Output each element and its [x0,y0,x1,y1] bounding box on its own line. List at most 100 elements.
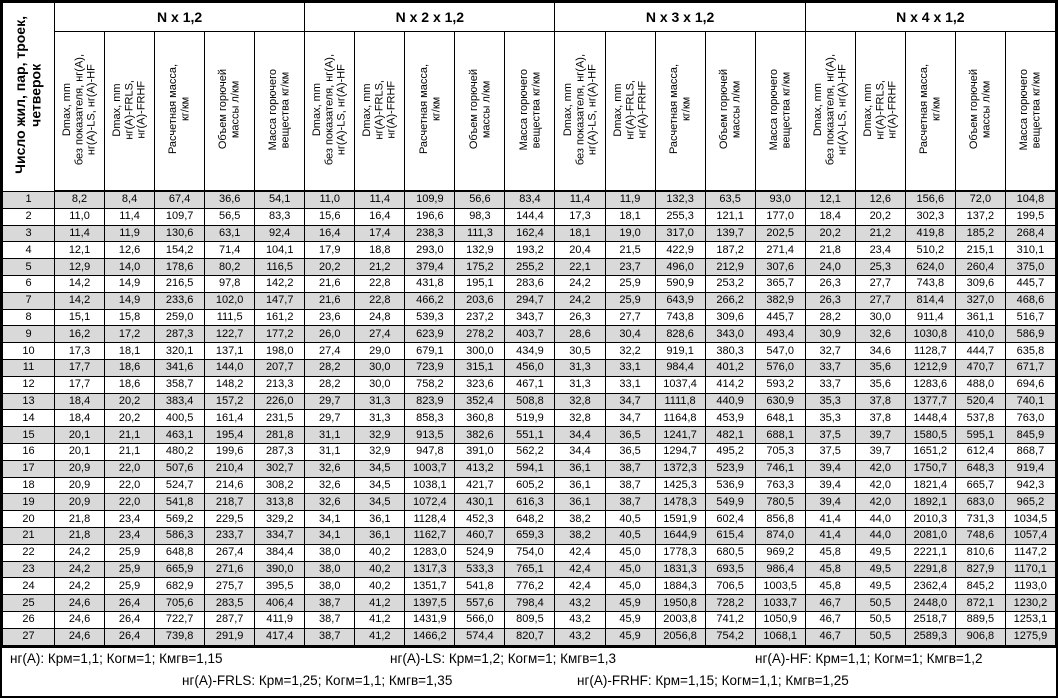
cell: 294,7 [504,291,556,310]
cell: 495,2 [704,442,756,461]
cell: 271,6 [204,560,256,579]
cell: 26,4 [104,627,156,646]
cell: 508,8 [504,392,556,411]
cell: 323,6 [454,375,506,394]
cell: 889,5 [954,610,1006,629]
cell: 21,8 [53,526,106,545]
table-row: 18 20,9 22,0 524,7 214,6 308,2 32,6 34,5 1038,1 4… [2,476,1057,495]
cell: 1170,1 [1004,560,1057,579]
cell: 22,8 [354,274,406,293]
cell: 199,5 [1004,207,1057,226]
cell: 238,3 [404,224,456,243]
cell: 35,3 [804,392,856,411]
cell: 45,9 [604,610,656,629]
cell: 352,4 [454,392,506,411]
cell: 382,9 [754,291,806,310]
table-row: 27 24,6 26,4 739,8 291,9 417,4 38,7 41,2 1466,2 5… [2,627,1057,646]
cell: 23,7 [604,258,656,276]
cell: 313,8 [254,493,306,512]
cell: 569,2 [154,510,206,528]
cell: 379,4 [404,258,456,276]
cell: 226,0 [254,392,306,411]
cell: 15,1 [53,308,106,327]
cell: 267,4 [204,543,256,562]
row-number: 20 [2,510,55,528]
cell: 21,8 [53,510,106,528]
cell: 466,2 [404,291,456,310]
cell: 92,4 [254,224,306,243]
cell: 17,7 [53,358,106,377]
cell: 11,0 [53,207,106,226]
column-header-label: Объем горючей массы л/км [217,69,242,150]
cell: 763,0 [1004,409,1057,428]
cell: 1147,2 [1004,543,1057,562]
column-header-g4-5: Масса горючего вещества кг/км [1004,31,1057,192]
cell: 185,2 [954,224,1006,243]
cell: 16,4 [304,224,356,243]
cell: 1448,4 [904,409,956,428]
cell: 302,3 [904,207,956,226]
cell: 26,4 [104,610,156,629]
cell: 913,5 [404,426,456,444]
table-row: 20 21,8 23,4 569,2 229,5 329,2 34,1 36,1 1128,4 4… [2,510,1057,528]
cell: 21,1 [104,426,156,444]
cell: 320,1 [154,342,206,360]
cell: 11,9 [604,190,656,209]
cell: 175,2 [454,258,506,276]
cell: 26,3 [804,291,856,310]
cell: 34,1 [304,510,356,528]
cell: 434,9 [504,342,556,360]
column-header-g3-5: Масса горючего вещества кг/км [754,31,806,192]
cell: 307,6 [754,258,806,276]
cell: 1591,9 [654,510,706,528]
table-row: 25 24,6 26,4 705,6 283,5 406,4 38,7 41,2 1397,5 5… [2,594,1057,612]
cell: 562,2 [504,442,556,461]
row-number: 25 [2,594,55,612]
cell: 343,0 [704,325,756,344]
cell: 34,5 [354,493,406,512]
cell: 648,1 [754,409,806,428]
cell: 523,9 [704,459,756,478]
cell: 72,0 [954,190,1006,209]
cell: 24,8 [354,308,406,327]
cell: 122,7 [204,325,256,344]
cell: 49,5 [854,543,906,562]
cell: 36,6 [204,190,256,209]
cell: 97,8 [204,274,256,293]
cell: 310,1 [1004,241,1057,260]
table-body: 1 8,2 8,4 67,4 36,6 54,1 11,0 11,4 109,9 56,6 83,4… [2,190,1057,646]
cell: 45,9 [604,594,656,612]
column-header-label: Масса горючего вещества кг/км [767,68,793,151]
cell: 98,3 [454,207,506,226]
cell: 40,5 [604,510,656,528]
cell: 390,0 [254,560,306,579]
cell: 35,3 [804,409,856,428]
cell: 361,1 [954,308,1006,327]
coefficients-line-1: нг(А): Крм=1,1; Когм=1; Кмгв=1,15 нг(А)-… [2,648,1056,670]
cell: 233,6 [154,291,206,310]
coeff-ng-a: нг(А): Крм=1,1; Когм=1; Кмгв=1,15 [10,650,223,666]
cell: 1003,5 [754,577,806,596]
cell: 83,3 [254,207,306,226]
cell: 278,2 [454,325,506,344]
cell: 41,2 [354,627,406,646]
cell: 39,4 [804,493,856,512]
cell: 42,0 [854,493,906,512]
table-row: 6 14,2 14,9 216,5 97,8 142,2 21,6 22,8 431,8 195,… [2,274,1057,293]
cell: 2010,3 [904,510,956,528]
cell: 828,6 [654,325,706,344]
cell: 56,6 [454,190,506,209]
cell: 38,0 [304,560,356,579]
cell: 36,1 [554,476,606,495]
column-header-label: Расчетная масса, кг/км [918,64,943,155]
cell: 965,2 [1004,493,1057,512]
cell: 1831,3 [654,560,706,579]
cell: 31,3 [554,358,606,377]
cell: 547,0 [754,342,806,360]
cell: 872,1 [954,594,1006,612]
cell: 537,8 [954,409,1006,428]
cell: 156,6 [904,190,956,209]
cell: 21,2 [854,224,906,243]
cell: 283,6 [504,274,556,293]
cell: 8,2 [53,190,106,209]
